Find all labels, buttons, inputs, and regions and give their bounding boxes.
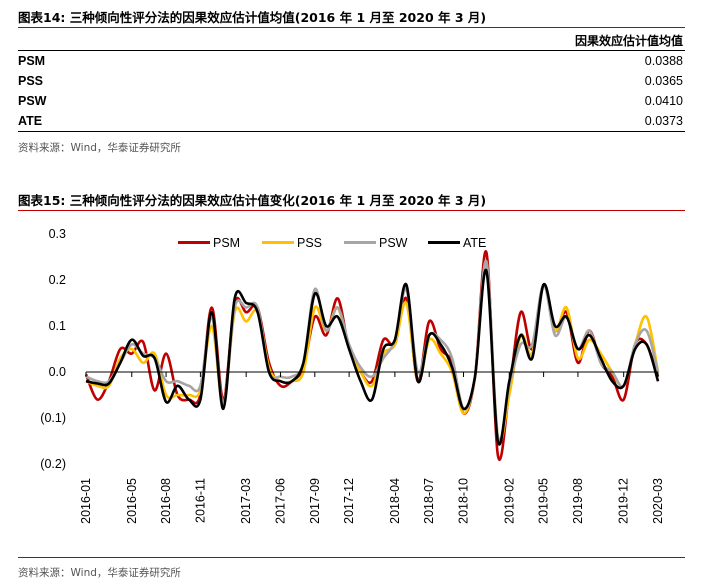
- legend-swatch-pss: [262, 241, 294, 245]
- chart-bottom-rule: [18, 557, 685, 558]
- series-line-psm: [84, 250, 660, 461]
- table-header-row: 因果效应估计值均值: [18, 30, 685, 51]
- legend-label-pss: PSS: [297, 236, 323, 250]
- table-row: PSM 0.0388: [18, 50, 685, 71]
- table-row: ATE 0.0373: [18, 111, 685, 132]
- table-column-header: 因果效应估计值均值: [574, 33, 683, 48]
- series-line-ate: [85, 268, 660, 446]
- row-value: 0.0373: [294, 111, 685, 132]
- legend-item-pss: PSS: [262, 236, 322, 250]
- x-tick-label: 2018-07: [422, 478, 436, 524]
- x-tick-label: 2019-02: [502, 478, 516, 524]
- row-value: 0.0365: [644, 74, 683, 88]
- chart-source-note: 资料来源：Wind，华泰证券研究所: [18, 567, 181, 579]
- legend-label-psw: PSW: [379, 236, 408, 250]
- y-tick-label: 0.0: [49, 365, 66, 379]
- series-line-pss: [85, 264, 660, 444]
- x-tick-label: 2017-06: [273, 478, 287, 524]
- legend-item-psm: PSM: [178, 236, 240, 250]
- x-tick-label: 2016-08: [159, 478, 173, 524]
- legend-item-ate: ATE: [428, 236, 486, 250]
- table-figure-title-text: 图表14: 三种倾向性评分法的因果效应估计值均值(2016 年 1 月至 202…: [18, 10, 487, 25]
- table-figure-title: 图表14: 三种倾向性评分法的因果效应估计值均值(2016 年 1 月至 202…: [18, 7, 486, 26]
- y-tick-label: (0.1): [40, 411, 66, 425]
- x-tick-label: 2019-08: [571, 478, 585, 524]
- legend-label-ate: ATE: [463, 236, 487, 250]
- x-tick-label: 2017-12: [342, 478, 356, 524]
- row-label: PSW: [18, 94, 47, 108]
- row-value: 0.0388: [294, 50, 685, 71]
- table-row: PSW 0.0410: [18, 91, 685, 111]
- x-tick-label: 2016-01: [79, 478, 93, 524]
- chart-figure-title-text: 图表15: 三种倾向性评分法的因果效应估计值变化(2016 年 1 月至 202…: [18, 193, 487, 208]
- legend-swatch-psw: [344, 241, 376, 245]
- x-tick-label: 2019-05: [537, 478, 551, 524]
- chart-legend: PSM PSS PSW ATE: [0, 236, 717, 252]
- y-tick-label: 0.1: [49, 319, 66, 333]
- legend-swatch-psm: [178, 241, 210, 245]
- chart-figure-title: 图表15: 三种倾向性评分法的因果效应估计值变化(2016 年 1 月至 202…: [18, 190, 486, 209]
- y-tick-label: 0.3: [49, 227, 66, 241]
- x-tick-label: 2018-04: [388, 478, 402, 524]
- y-tick-label: 0.2: [49, 273, 66, 287]
- legend-item-psw: PSW: [344, 236, 407, 250]
- x-tick-label: 2016-11: [193, 478, 207, 523]
- row-label: ATE: [18, 111, 295, 132]
- x-tick-label: 2017-03: [239, 478, 253, 524]
- x-tick-label: 2017-09: [308, 478, 322, 524]
- legend-swatch-ate: [428, 241, 460, 245]
- series-line-psw: [85, 259, 660, 442]
- table-source-note: 资料来源：Wind，华泰证券研究所: [18, 142, 181, 154]
- causal-effect-line-chart: (0.2) (0.1) 0.0 0.1 0.2 0.3 2016-01 2016-05 2016…: [40, 227, 665, 524]
- table-row: PSS 0.0365: [18, 71, 685, 91]
- x-tick-label: 2016-05: [125, 478, 139, 524]
- x-tick-label: 2020-03: [651, 478, 665, 524]
- row-label: PSM: [18, 50, 295, 71]
- legend-label-psm: PSM: [213, 236, 241, 250]
- estimate-mean-table: 因果效应估计值均值 PSM 0.0388 PSS 0.0365 PSW 0.04…: [18, 30, 685, 132]
- x-tick-label: 2019-12: [617, 478, 631, 524]
- row-value: 0.0410: [644, 94, 683, 108]
- table-title-rule: [18, 27, 685, 28]
- row-label: PSS: [18, 74, 44, 88]
- y-tick-label: (0.2): [40, 457, 66, 471]
- x-tick-label: 2018-10: [457, 478, 471, 524]
- chart-title-rule: [18, 210, 685, 211]
